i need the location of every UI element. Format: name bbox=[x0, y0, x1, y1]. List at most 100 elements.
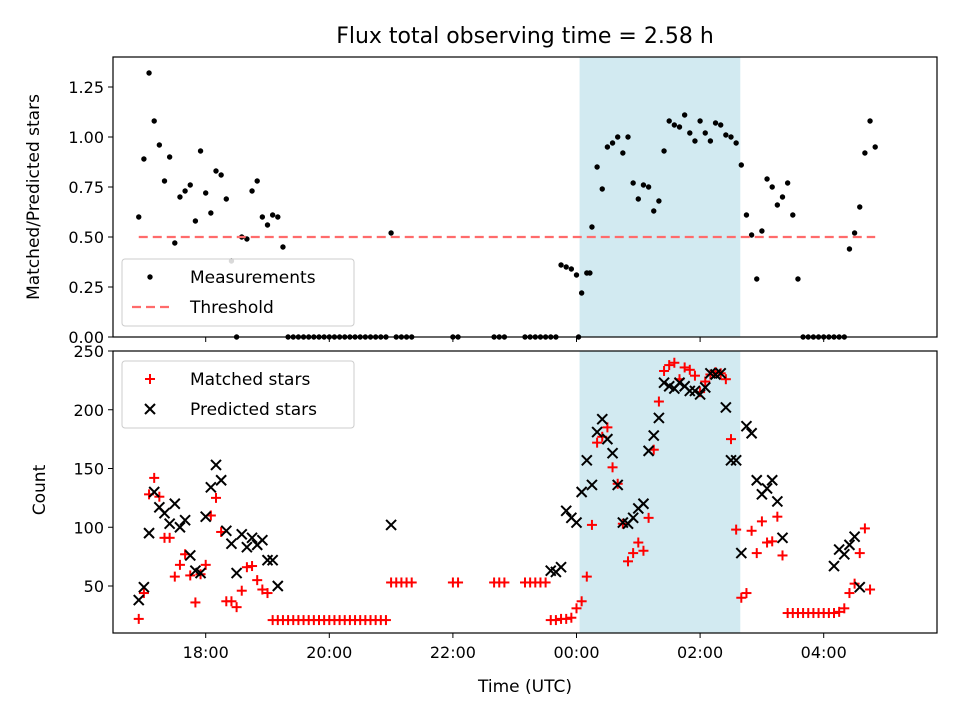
matched-star-marker bbox=[731, 524, 742, 535]
predicted-star-marker bbox=[854, 581, 866, 593]
measurement-point bbox=[692, 138, 698, 144]
measurement-point bbox=[269, 212, 276, 218]
measurement-point bbox=[615, 134, 621, 140]
measurement-point bbox=[161, 178, 168, 184]
legend-box bbox=[121, 360, 355, 429]
matched-star-marker bbox=[689, 370, 700, 381]
matched-star-marker bbox=[380, 615, 391, 626]
predicted-star-marker bbox=[174, 521, 186, 533]
predicted-star-marker bbox=[215, 474, 227, 486]
measurement-point bbox=[733, 140, 739, 146]
measurement-point bbox=[635, 196, 641, 202]
matched-star-marker bbox=[834, 606, 845, 617]
measurement-point bbox=[795, 276, 801, 282]
matched-star-marker bbox=[741, 588, 752, 599]
measurement-point bbox=[136, 214, 142, 220]
measurement-point bbox=[764, 176, 770, 182]
predicted-star-marker bbox=[581, 454, 593, 466]
measurement-point bbox=[779, 194, 786, 200]
predicted-star-marker bbox=[735, 547, 748, 559]
top-panel: 0.00 0.25 0.50 0.75 1.00 1.25 Measurements Thre… bbox=[68, 56, 938, 347]
matched-star-marker bbox=[571, 603, 582, 614]
measurement-point bbox=[671, 122, 678, 128]
bottom-ylabel: Count bbox=[30, 464, 50, 515]
predicted-star-marker bbox=[246, 532, 258, 544]
predicted-star-marker bbox=[745, 427, 758, 439]
predicted-star-marker bbox=[385, 519, 397, 531]
matched-star-marker bbox=[839, 603, 850, 614]
measurement-point bbox=[563, 264, 569, 270]
predicted-star-marker bbox=[658, 377, 670, 389]
matched-star-marker bbox=[190, 597, 201, 608]
matched-star-marker bbox=[262, 588, 273, 599]
measurement-point bbox=[754, 276, 760, 282]
legend-x-icon bbox=[144, 403, 156, 415]
matched-star-marker bbox=[550, 615, 561, 626]
matched-star-marker bbox=[133, 613, 144, 624]
predicted-star-marker bbox=[673, 377, 686, 389]
predicted-star-marker bbox=[236, 528, 248, 541]
predicted-star-marker bbox=[751, 474, 763, 486]
matched-star-marker bbox=[406, 577, 417, 588]
predicted-star-marker bbox=[771, 495, 784, 508]
matched-star-marker bbox=[854, 548, 865, 559]
predicted-star-marker bbox=[575, 486, 588, 498]
measurement-point bbox=[177, 194, 183, 200]
measurement-point bbox=[645, 184, 652, 190]
measurement-point bbox=[218, 172, 224, 178]
measurement-point bbox=[790, 212, 796, 218]
measurement-point bbox=[187, 182, 193, 188]
plot-frame bbox=[112, 350, 938, 634]
matched-star-marker bbox=[638, 545, 649, 556]
measurement-point bbox=[723, 132, 729, 138]
predicted-star-marker bbox=[689, 385, 701, 397]
matched-star-marker bbox=[200, 559, 211, 570]
predicted-star-marker bbox=[225, 537, 238, 550]
matched-star-marker bbox=[561, 613, 572, 624]
measurement-point bbox=[558, 262, 564, 268]
measurement-point bbox=[568, 266, 575, 272]
predicted-star-marker bbox=[637, 498, 650, 510]
measurement-point bbox=[656, 198, 662, 204]
matched-star-marker bbox=[679, 362, 690, 373]
measurement-point bbox=[620, 150, 626, 156]
predicted-star-marker bbox=[725, 454, 737, 466]
predicted-star-marker bbox=[555, 561, 567, 573]
measurement-point bbox=[640, 182, 647, 188]
matched-star-marker bbox=[849, 578, 860, 589]
matched-star-marker bbox=[566, 612, 577, 623]
predicted-star-marker bbox=[138, 581, 150, 593]
predicted-star-marker bbox=[184, 549, 196, 562]
matched-star-marker bbox=[633, 537, 644, 548]
predicted-star-marker bbox=[776, 532, 789, 544]
measurement-point bbox=[172, 240, 178, 246]
measurement-point bbox=[146, 70, 152, 76]
measurement-point bbox=[661, 148, 667, 154]
y-tick-label: 1.25 bbox=[68, 78, 104, 97]
y-tick-label: 150 bbox=[73, 460, 104, 479]
predicted-star-marker bbox=[766, 474, 778, 486]
matched-star-marker bbox=[767, 536, 778, 547]
matched-star-marker bbox=[628, 548, 639, 559]
predicted-star-marker bbox=[272, 580, 284, 592]
matched-star-marker bbox=[762, 537, 773, 548]
measurement-point bbox=[718, 122, 724, 128]
predicted-star-marker bbox=[714, 367, 727, 380]
measurement-point bbox=[728, 134, 734, 140]
predicted-star-marker bbox=[761, 482, 773, 495]
legend-label: Measurements bbox=[190, 268, 316, 288]
shaded-region bbox=[579, 57, 741, 337]
matched-star-marker bbox=[211, 492, 221, 503]
predicted-star-marker bbox=[838, 548, 851, 560]
predicted-star-marker bbox=[642, 445, 655, 457]
y-tick-label: 1.00 bbox=[68, 128, 104, 147]
matched-star-marker bbox=[643, 512, 654, 523]
matched-star-marker bbox=[700, 376, 711, 387]
matched-star-marker bbox=[720, 374, 731, 385]
measurement-point bbox=[666, 118, 672, 124]
y-tick-label: 0.00 bbox=[68, 328, 104, 347]
predicted-star-marker bbox=[241, 541, 253, 553]
matched-star-marker bbox=[756, 516, 767, 527]
measurement-point bbox=[223, 196, 229, 202]
measurement-point bbox=[743, 212, 750, 218]
